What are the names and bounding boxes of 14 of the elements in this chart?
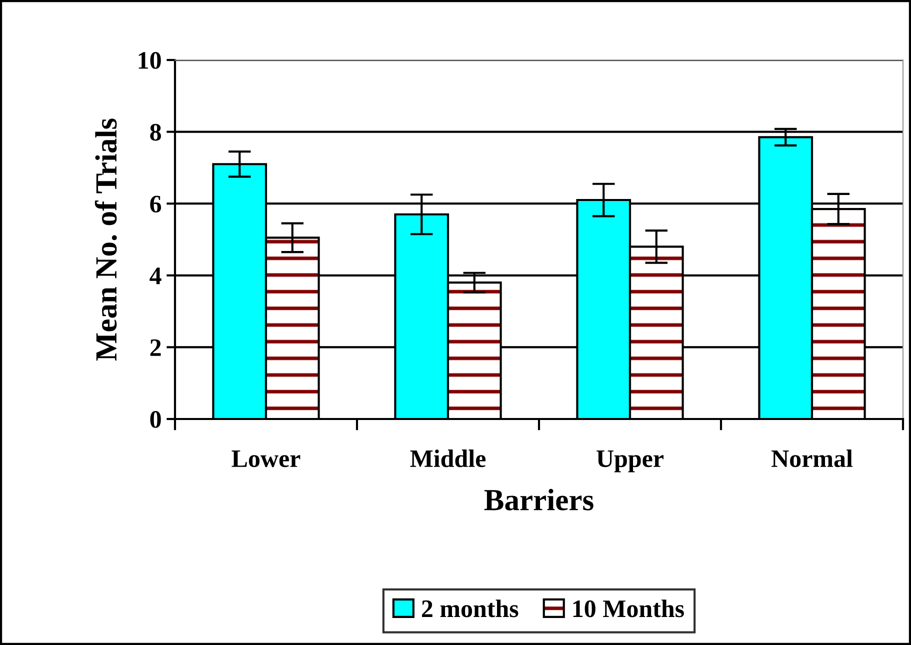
x-tick-label: Upper <box>596 450 664 472</box>
y-tick-label: 10 <box>138 52 161 69</box>
y-tick-label: 6 <box>150 196 162 213</box>
legend-label: 10 Months <box>573 600 684 618</box>
y-tick-label: 8 <box>150 124 161 141</box>
y-tick-label: 2 <box>150 339 161 356</box>
y-axis-title: Mean No. of Trials <box>94 118 117 361</box>
y-tick-label: 0 <box>150 411 161 428</box>
x-axis-title: Barriers <box>484 488 594 510</box>
x-tick-label: Middle <box>410 450 486 468</box>
legend-label: 2 months <box>422 600 518 618</box>
x-tick-label: Lower <box>232 450 300 468</box>
x-tick-label: Normal <box>772 450 853 468</box>
y-tick-label: 4 <box>150 268 162 284</box>
